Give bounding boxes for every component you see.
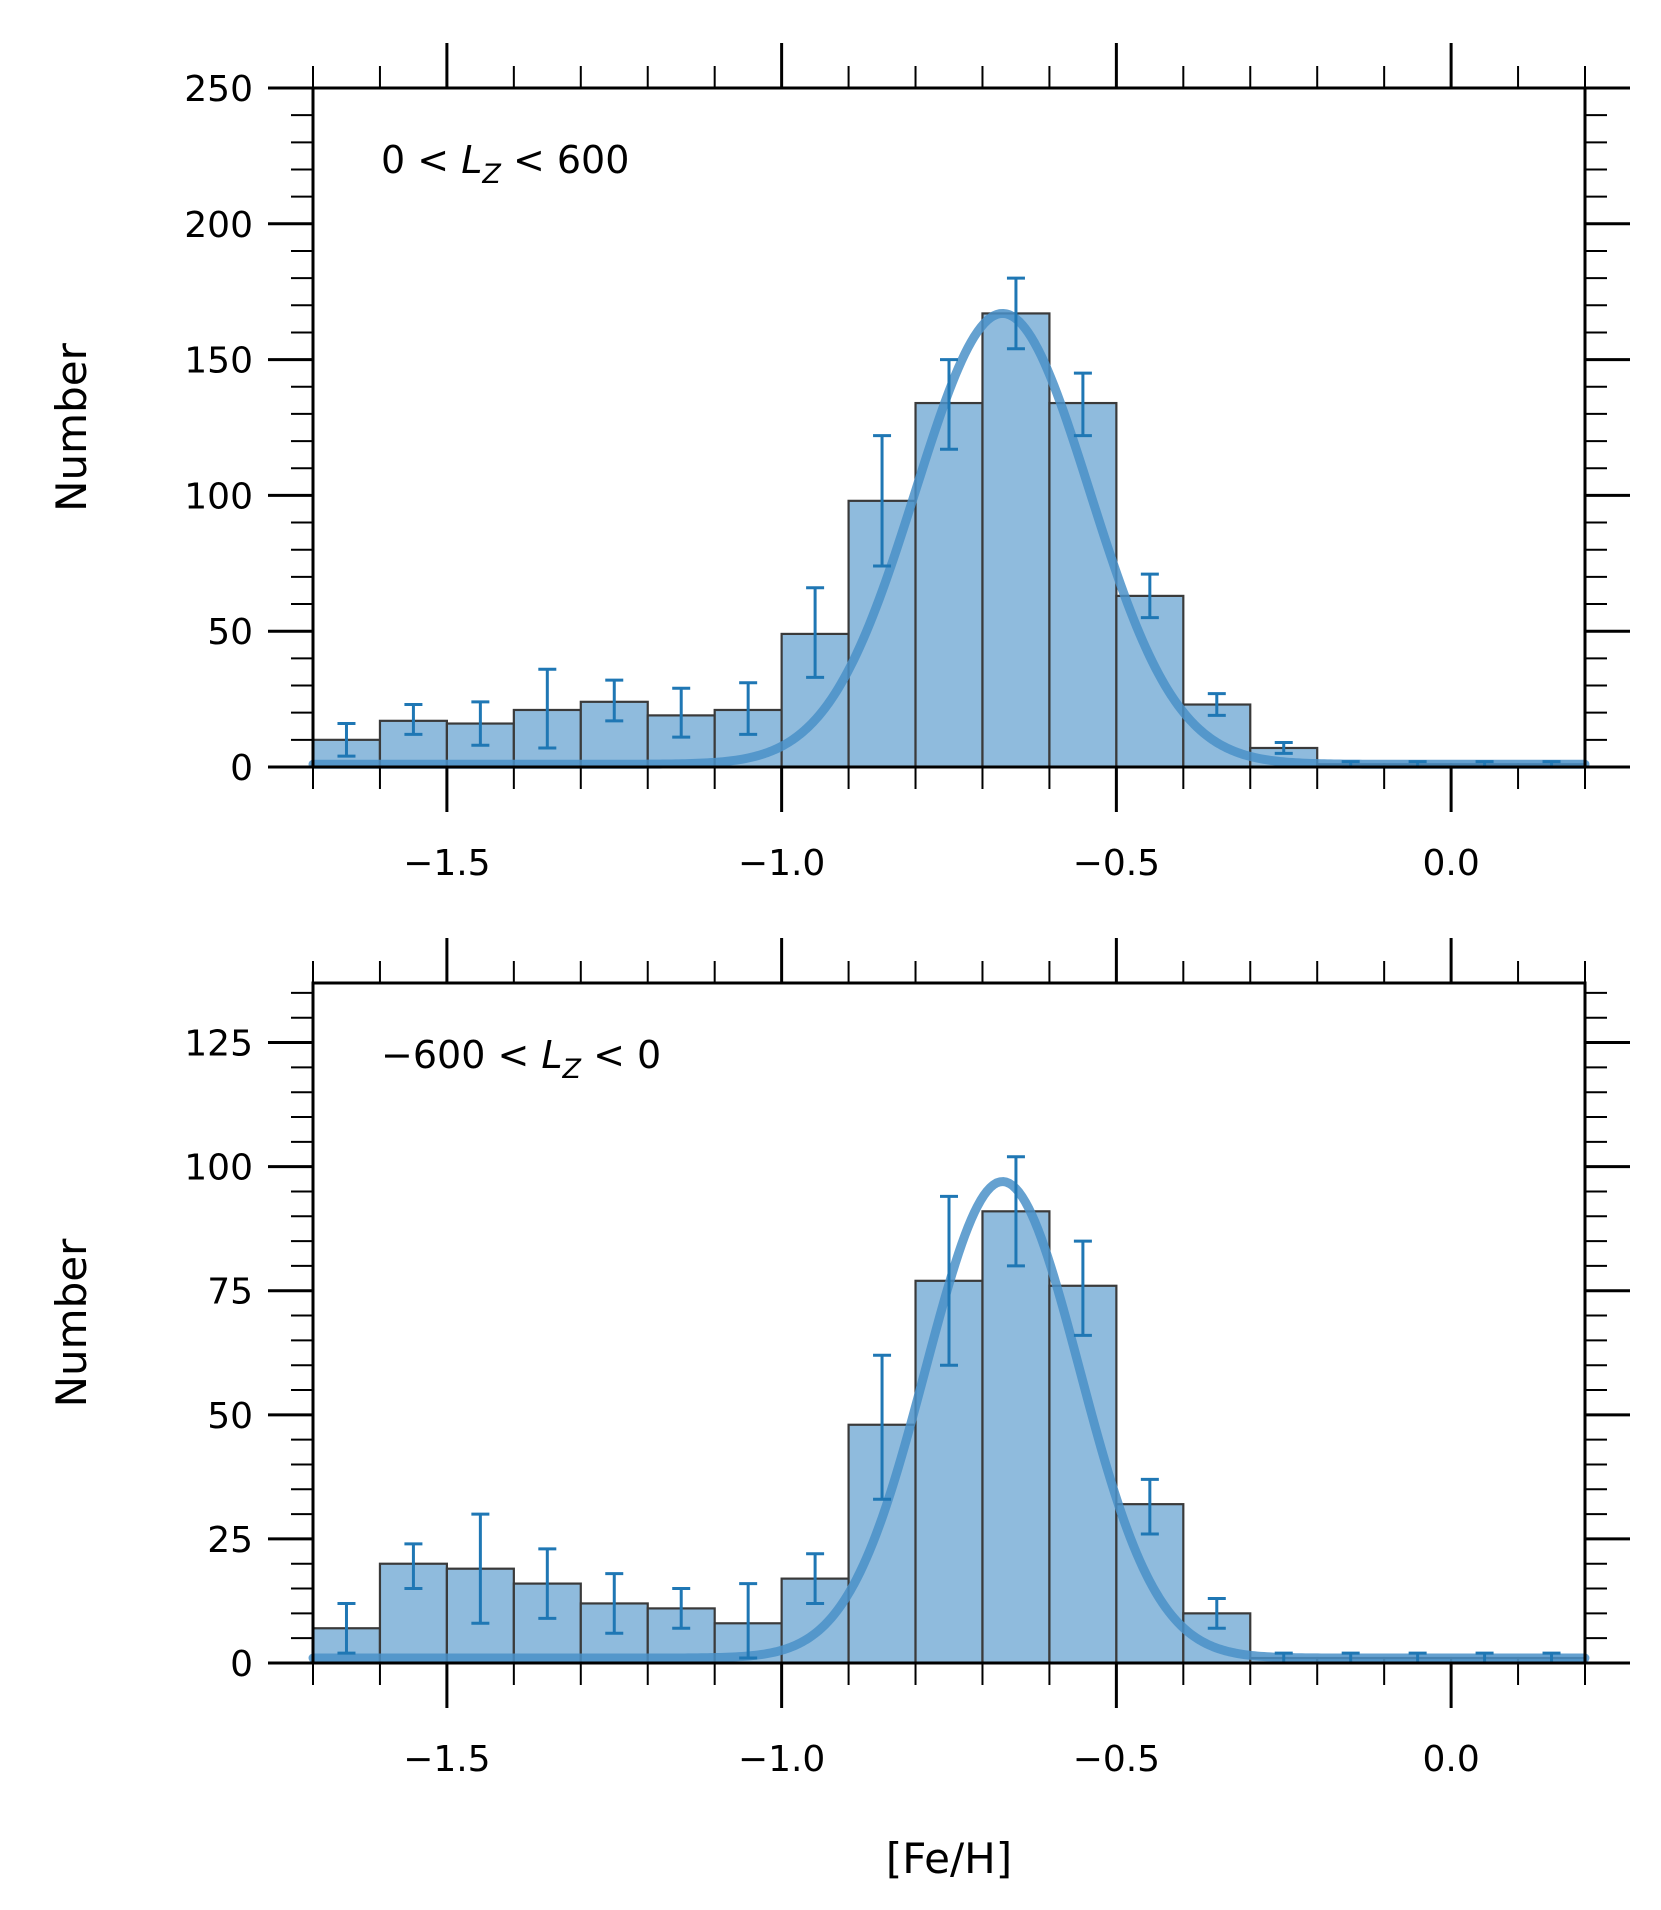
x-tick-label: −0.5 (1073, 843, 1160, 884)
error-bar (1073, 371, 1092, 438)
annotation-left: 0 < (381, 138, 461, 182)
y-tick-label: 150 (184, 341, 253, 382)
y-tick-label: 200 (184, 205, 253, 246)
error-bar (672, 1587, 691, 1630)
annotation-left: −600 < (381, 1033, 541, 1077)
x-tick-label: −1.0 (738, 1739, 825, 1780)
error-bar (1006, 276, 1025, 351)
y-tick-label: 75 (207, 1272, 253, 1313)
x-tick-label: −1.5 (403, 1739, 490, 1780)
x-axis-label: [Fe/H] (886, 1834, 1012, 1883)
error-bar (404, 1542, 423, 1591)
error-bar (538, 1547, 557, 1620)
error-bar (873, 1353, 892, 1501)
error-bar (672, 686, 691, 739)
histogram-bar (981, 1210, 1051, 1665)
error-bar (940, 358, 958, 451)
annotation-symbol: L (541, 1033, 562, 1077)
y-axis-label: Number (47, 342, 96, 511)
y-tick-label: 25 (207, 1520, 253, 1561)
error-bar (1006, 1155, 1025, 1268)
error-bar (1140, 1477, 1159, 1536)
axes-frame (311, 86, 1587, 769)
error-bar (337, 1601, 356, 1655)
error-bar (1207, 692, 1226, 717)
error-bar (471, 700, 490, 747)
x-tick-label: 0.0 (1422, 843, 1479, 884)
y-tick-label: 250 (184, 69, 253, 110)
y-tick-label: 50 (207, 1396, 253, 1437)
x-tick-label: −1.5 (403, 843, 490, 884)
panel-annotation: 0 < LZ < 600 (381, 138, 629, 190)
x-tick-label: −0.5 (1073, 1739, 1160, 1780)
error-bar (1274, 741, 1293, 755)
top-histogram-panel: −1.5 −1.0 −0.5 0.0 0 50 100 150 200 250 Number 0 < … (47, 43, 1630, 884)
y-tick-label: 50 (207, 612, 253, 653)
y-axis-label: Number (47, 1238, 96, 1407)
annotation-subscript: Z (562, 1054, 582, 1085)
x-tick-label: 0.0 (1422, 1739, 1479, 1780)
annotation-subscript: Z (481, 159, 501, 190)
error-bar (1207, 1596, 1226, 1630)
error-bar (806, 1552, 825, 1605)
y-tick-label: 100 (184, 1148, 253, 1189)
x-tick-label: −1.0 (738, 843, 825, 884)
error-bar (739, 681, 758, 736)
error-bar (337, 722, 356, 758)
error-bar (806, 586, 825, 679)
annotation-right: < 600 (501, 138, 630, 182)
y-tick-label: 0 (230, 1644, 253, 1685)
y-tick-label: 100 (184, 476, 253, 517)
error-bar (873, 434, 892, 568)
error-bar (471, 1512, 490, 1625)
error-bar (538, 667, 557, 750)
histogram-bar (981, 312, 1051, 769)
annotation-symbol: L (461, 138, 482, 182)
error-bar (739, 1582, 758, 1660)
y-tick-label: 125 (184, 1024, 253, 1065)
error-bar (605, 678, 624, 723)
error-bar (605, 1572, 624, 1635)
panel-annotation: −600 < LZ < 0 (381, 1033, 661, 1085)
error-bar (940, 1194, 958, 1367)
error-bar (1073, 1239, 1092, 1337)
bottom-histogram-panel: −1.5 −1.0 −0.5 0.0 0 25 50 75 100 125 Number [Fe/H]… (47, 938, 1630, 1883)
error-bar (1140, 572, 1159, 620)
y-tick-label: 0 (230, 748, 253, 789)
axes-frame (311, 981, 1587, 1665)
annotation-right: < 0 (581, 1033, 661, 1077)
error-bar (404, 703, 423, 736)
histogram-bar (1115, 594, 1185, 769)
